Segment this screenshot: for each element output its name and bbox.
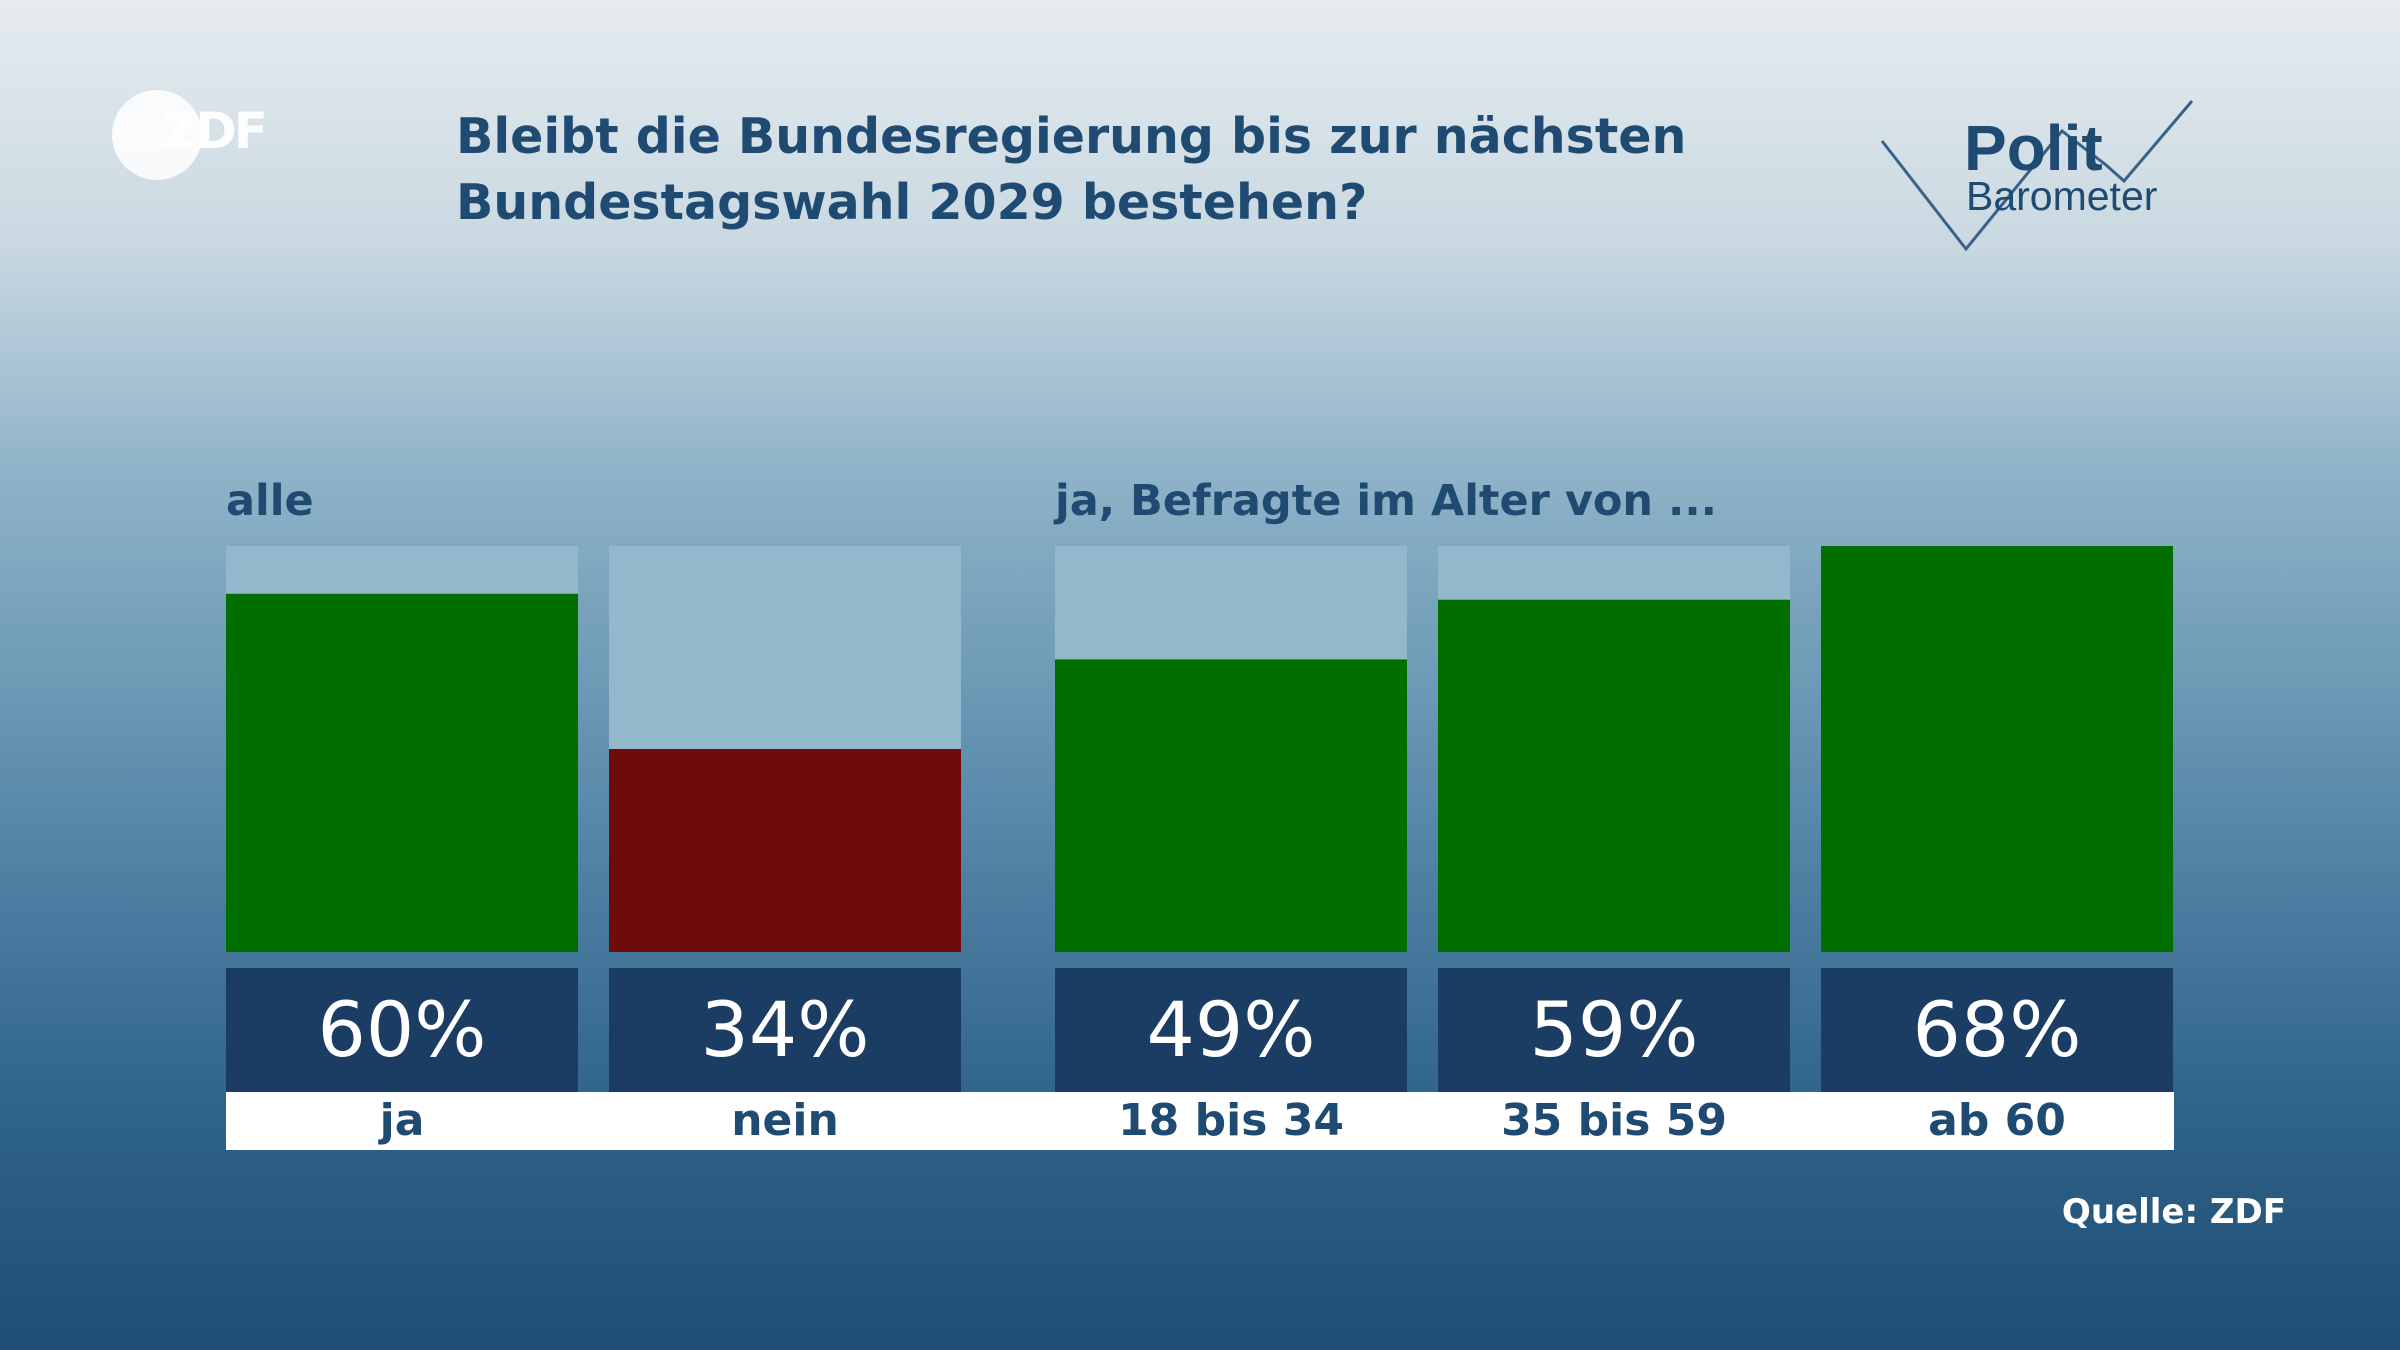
bar-nein bbox=[609, 749, 961, 952]
data-label: 34% bbox=[700, 985, 870, 1074]
bar-35-bis-59 bbox=[1438, 599, 1790, 952]
value-label-background bbox=[1438, 968, 1790, 1092]
chart-title-line-1: Bleibt die Bundesregierung bis zur nächs… bbox=[456, 108, 1687, 165]
group-label-alle: alle bbox=[226, 476, 314, 526]
data-label: 49% bbox=[1146, 985, 1316, 1074]
data-label: 60% bbox=[317, 985, 487, 1074]
group-label-age: ja, Befragte im Alter von ... bbox=[1055, 476, 1717, 526]
category-strip bbox=[226, 1092, 2174, 1150]
politbarometer-logo: Polit Barometer bbox=[1880, 95, 2250, 255]
politbarometer-polit: Polit bbox=[1964, 112, 2103, 184]
category-label: 18 bis 34 bbox=[1118, 1095, 1344, 1146]
zdf-logo-text: ZDF bbox=[162, 102, 268, 160]
category-label: nein bbox=[731, 1095, 839, 1146]
zdf-logo: ZDF bbox=[112, 88, 272, 183]
politbarometer-zigzag-icon bbox=[1880, 100, 2194, 252]
bar-ja bbox=[226, 593, 578, 952]
source-label: Quelle: ZDF bbox=[2061, 1192, 2286, 1232]
value-label-background bbox=[226, 968, 578, 1092]
value-label-background bbox=[1055, 968, 1407, 1092]
bar-ab-60 bbox=[1821, 546, 2173, 952]
data-label: 59% bbox=[1529, 985, 1699, 1074]
data-label: 68% bbox=[1912, 985, 2082, 1074]
value-label-background bbox=[609, 968, 961, 1092]
zdf-logo-circle bbox=[112, 90, 202, 180]
category-label: 35 bis 59 bbox=[1501, 1095, 1727, 1146]
chart-title: Bleibt die Bundesregierung bis zur nächs… bbox=[456, 104, 1756, 236]
value-label-background bbox=[1821, 968, 2173, 1092]
chart-title-line-2: Bundestagswahl 2029 bestehen? bbox=[456, 174, 1368, 231]
politbarometer-barometer: Barometer bbox=[1966, 173, 2158, 219]
category-label: ab 60 bbox=[1928, 1095, 2066, 1146]
category-label: ja bbox=[379, 1095, 425, 1146]
bar-18-bis-34 bbox=[1055, 659, 1407, 952]
